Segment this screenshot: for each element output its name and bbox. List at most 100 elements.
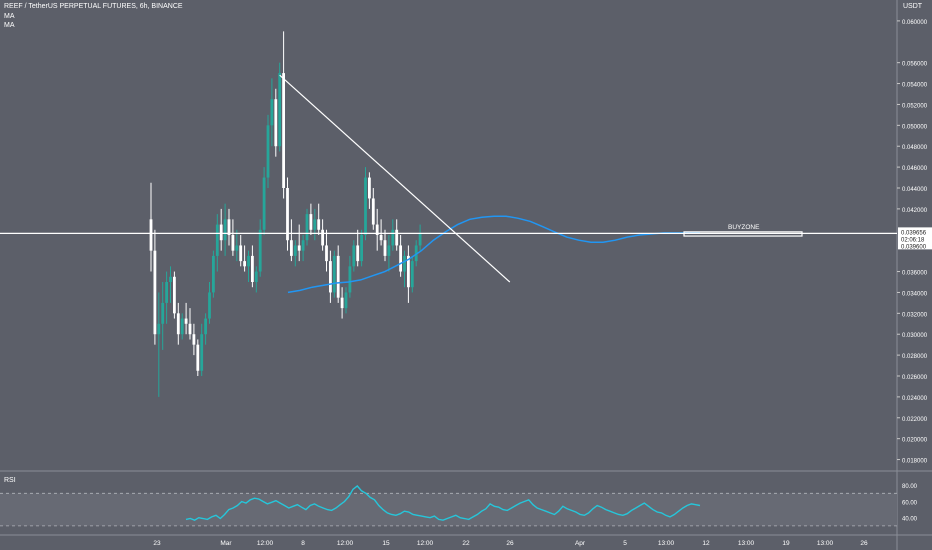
candle-body [325, 245, 328, 262]
candle-body [301, 240, 305, 251]
candle-body [196, 344, 200, 371]
candle-body [173, 276, 176, 314]
price-tick-label: 0.028000 [902, 354, 928, 360]
candle-body [270, 99, 274, 126]
candle-body [368, 177, 371, 199]
ma-indicator-label-2[interactable]: MA [4, 22, 15, 29]
candle-body [192, 334, 196, 345]
candle-body [180, 318, 184, 335]
rsi-label: RSI [4, 477, 16, 484]
price-tick-label: 0.060000 [902, 20, 928, 26]
candle-body [297, 245, 301, 251]
candle-body [254, 271, 258, 282]
candle-body [161, 302, 165, 324]
candle-body [321, 229, 324, 246]
candle-body [231, 235, 235, 251]
candle-body [243, 261, 246, 267]
candle-body [407, 255, 410, 288]
price-tick-label: 0.042000 [902, 208, 928, 214]
price-tick-label: 0.030000 [902, 333, 928, 339]
candle-body [282, 73, 285, 188]
time-axis-label: 12:00 [337, 540, 354, 547]
time-axis-label: 26 [860, 540, 868, 547]
time-axis-label: 26 [506, 540, 514, 547]
candle-body [247, 255, 250, 267]
candle-body [364, 177, 367, 235]
price-tick-label: 0.032000 [902, 312, 928, 318]
candle-body [165, 282, 168, 303]
candle-body [329, 261, 332, 293]
rsi-line [185, 485, 701, 521]
price-tick-label: 0.046000 [902, 166, 928, 172]
candle-body [387, 245, 391, 256]
candle-body [356, 245, 360, 262]
time-axis-label: 8 [301, 540, 305, 547]
candle-body [286, 188, 289, 241]
candle-body [414, 245, 418, 262]
candle-body [200, 334, 204, 371]
time-axis-label: 22 [462, 540, 470, 547]
candle-body [403, 255, 406, 272]
descending-trendline [279, 74, 511, 283]
price-tick-label: 0.044000 [902, 187, 928, 193]
time-axis-label: 13:00 [817, 540, 834, 547]
candle-body [235, 245, 239, 251]
candle-body [399, 245, 402, 272]
rsi-tick-label: 80.00 [902, 484, 918, 490]
candle-body [418, 232, 422, 246]
price-tick-label: 0.048000 [902, 145, 928, 151]
candle-body [208, 292, 211, 319]
candle-body [215, 224, 219, 256]
candle-body [188, 323, 192, 335]
time-axis-label: 12:00 [257, 540, 274, 547]
rsi-band-fill [0, 493, 897, 526]
chart-title: REEF / TetherUS PERPETUAL FUTURES, 6h, B… [4, 3, 183, 10]
price-tick-label: 0.020000 [902, 438, 928, 444]
currency-label[interactable]: USDT [903, 3, 923, 10]
time-axis-label: 13:00 [658, 540, 675, 547]
candle-body [278, 73, 282, 147]
candle-body [371, 198, 375, 225]
candle-body [313, 219, 317, 230]
candle-body [290, 240, 293, 256]
candle-body [169, 276, 172, 282]
candle-body [395, 229, 399, 246]
candle-body [332, 255, 336, 293]
price-tick-label: 0.052000 [902, 103, 928, 109]
candle-body [251, 255, 254, 282]
candle-body [344, 292, 348, 309]
candle-body [340, 297, 344, 309]
price-tick-label: 0.024000 [902, 396, 928, 402]
current-price-label: 0.039656 [901, 230, 927, 236]
candle-body [184, 318, 188, 324]
time-axis-label: 5 [623, 540, 627, 547]
candle-body [391, 229, 395, 246]
candle-body [258, 229, 262, 272]
price-tick-label: 0.054000 [902, 83, 928, 89]
buyzone-box [683, 231, 803, 237]
buyzone-price-label: 0.039600 [901, 244, 927, 250]
time-axis-label: Apr [575, 540, 586, 547]
time-axis-label: 15 [382, 540, 390, 547]
candle-body [309, 214, 313, 230]
ma-indicator-label-1[interactable]: MA [4, 13, 15, 20]
candle-body [176, 313, 180, 335]
candle-body [262, 177, 266, 230]
moving-average-line [287, 215, 700, 294]
time-axis-label: 19 [782, 540, 790, 547]
price-tick-label: 0.026000 [902, 375, 928, 381]
candle-body [348, 266, 352, 293]
price-tick-label: 0.056000 [902, 62, 928, 68]
candle-body [375, 224, 379, 235]
price-tick-label: 0.050000 [902, 124, 928, 130]
time-axis-label: 23 [153, 540, 161, 547]
countdown-label: 02:06:18 [901, 237, 925, 243]
candle-body [204, 318, 207, 335]
time-axis-label: 12:00 [417, 540, 434, 547]
rsi-tick-label: 60.00 [902, 500, 918, 506]
candle-body [379, 235, 383, 241]
price-tick-label: 0.018000 [902, 459, 928, 465]
candle-body [223, 219, 227, 241]
rsi-tick-label: 40.00 [902, 517, 918, 523]
